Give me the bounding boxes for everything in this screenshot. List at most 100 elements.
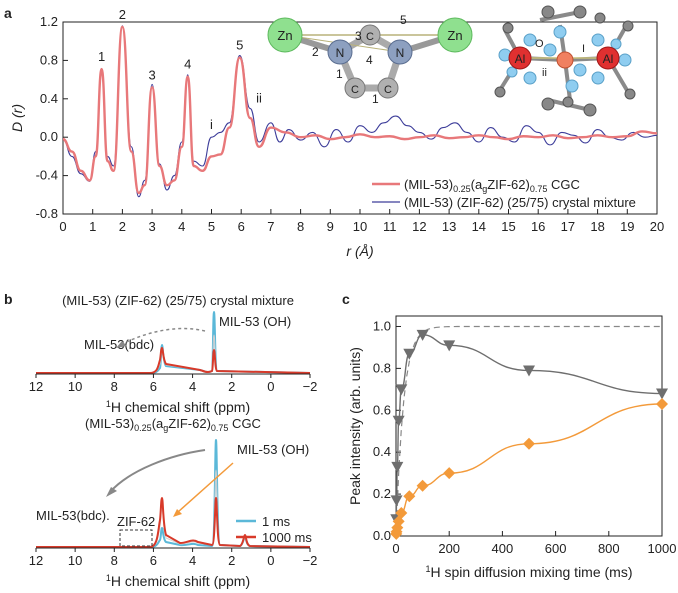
panel-c-xtick-label: 0	[392, 541, 399, 556]
panel-a-chart: 0 1 2 3 4 5 6 7 8 9 10 11 12 13 14 15 16 17 18 19 20-0.8-0.4…	[9, 5, 664, 259]
arrow-head-orange	[173, 509, 182, 517]
panel-b-xtick-label: 4	[189, 379, 196, 394]
inset-zn-imidazolate: Zn Zn N N C C C 1 1 2 3 4 5	[267, 13, 473, 106]
panel-c-label: c	[342, 291, 350, 307]
panel-a-label: a	[4, 5, 12, 21]
inset-dist-2: 2	[312, 45, 319, 59]
peak-label: i	[210, 117, 213, 132]
peak-label: 4	[184, 57, 191, 72]
triangle-point	[395, 384, 408, 396]
inset-c-label-1: C	[366, 31, 374, 43]
panel-b-top-spectrum	[36, 310, 311, 375]
inset-c-label-2: C	[351, 84, 359, 96]
diamond-point	[395, 506, 408, 519]
inset-n-label-1: N	[336, 46, 345, 60]
annot-zif62: ZIF-62	[117, 514, 155, 529]
legend-label-1ms: 1 ms	[262, 514, 291, 529]
panel-a-xtick-label: 15	[501, 219, 515, 234]
panel-a-xtick-label: 4	[178, 219, 185, 234]
series-line-cgc	[62, 25, 658, 195]
panel-c-frame	[395, 315, 663, 537]
panel-b-xtick-label: −2	[303, 553, 318, 568]
triangle-point	[391, 461, 404, 473]
panel-a-xtick-label: 20	[650, 219, 664, 234]
panel-b-xtick-label: 0	[267, 553, 274, 568]
legend-label-cgc: (MIL-53)0.25(agZIF-62)0.75 CGC	[404, 177, 580, 194]
panel-c-ytick-label: 0.4	[373, 444, 391, 459]
panel-a-ytick-label: -0.8	[36, 206, 58, 221]
panel-c-xtick-label: 200	[438, 541, 460, 556]
panel-b-xtick-label: 2	[228, 553, 235, 568]
panel-a-xtick-label: 19	[620, 219, 634, 234]
series-line-mixture	[62, 25, 658, 198]
inset-dist-3: 3	[355, 29, 362, 43]
panel-c-xtick-label: 800	[598, 541, 620, 556]
panel-b-label: b	[4, 291, 13, 307]
diamond-point	[656, 398, 668, 410]
panel-a-xlabel: r (Å)	[346, 243, 373, 259]
panel-a-xtick-label: 0	[59, 219, 66, 234]
panel-a-xtick-label: 14	[472, 219, 486, 234]
arrow-head-gray	[106, 487, 117, 497]
panel-a-xtick-label: 10	[353, 219, 367, 234]
panel-b-xtick-label: 12	[29, 553, 43, 568]
inset-dist-5: 5	[400, 13, 407, 27]
panel-a-xtick-label: 9	[327, 219, 334, 234]
inset-c-label-3: C	[384, 84, 392, 96]
peak-label: 1	[98, 49, 105, 64]
panel-b-chart: (MIL-53) (ZIF-62) (25/75) crystal mixtur…	[29, 293, 318, 589]
triangle-point	[392, 415, 405, 427]
panel-b-xtick-label: 10	[68, 553, 82, 568]
diamond-point	[443, 467, 456, 480]
triangle-point	[416, 329, 429, 341]
panel-c-ytick-label: 0.2	[373, 486, 391, 501]
inset-dist-1a: 1	[336, 67, 343, 81]
panel-a-xtick-label: 18	[590, 219, 604, 234]
fit-curve-orange	[395, 403, 663, 535]
inset-al-cluster: Al Al O I ii	[494, 5, 636, 117]
diamond-point	[523, 437, 535, 450]
panel-c-xtick-label: 1000	[648, 541, 677, 556]
dashed-fit-curve	[395, 325, 662, 537]
arrow-orange-bottom	[177, 462, 234, 513]
inset-dist-ii: ii	[542, 67, 547, 79]
annot-mil53-bdc-bottom: MIL-53(bdc).	[36, 508, 110, 523]
panel-b-top-title: (MIL-53) (ZIF-62) (25/75) crystal mixtur…	[62, 293, 294, 308]
inset-al-label-1: Al	[515, 52, 526, 66]
panel-a-ytick-label: 0.4	[40, 91, 58, 106]
panel-a-xtick-label: 6	[238, 219, 245, 234]
annot-mil53-oh-top: MIL-53 (OH)	[219, 314, 291, 329]
triangle-point	[443, 340, 456, 352]
inset-zn-label-1: Zn	[277, 28, 292, 43]
panel-c-xtick-label: 600	[545, 541, 567, 556]
panel-a-xtick-label: 5	[208, 219, 215, 234]
arrow-dashed-top	[119, 327, 206, 346]
panel-a-ylabel: D (r)	[9, 104, 25, 132]
peak-label: 3	[148, 67, 155, 82]
panel-c-xlabel: 1H spin diffusion mixing time (ms)	[425, 564, 632, 580]
legend-label-1000ms: 1000 ms	[262, 530, 312, 545]
panel-b-xtick-label: 10	[68, 379, 82, 394]
inset-o-label: O	[535, 38, 544, 50]
inset-al-label-2: Al	[603, 52, 614, 66]
diamond-point	[416, 479, 429, 492]
zif62-region-box	[119, 529, 153, 547]
annot-mil53-oh-bottom: MIL-53 (OH)	[237, 442, 309, 457]
panel-a-ytick-label: 1.2	[40, 14, 58, 29]
panel-b-xtick-label: 4	[189, 553, 196, 568]
inset-dist-I: I	[582, 43, 585, 55]
triangle-point	[403, 348, 416, 360]
panel-a-xtick-label: 17	[561, 219, 575, 234]
panel-a-xtick-label: 3	[148, 219, 155, 234]
arrow-head-top	[116, 341, 127, 348]
panel-a-xtick-label: 11	[383, 219, 397, 234]
panel-a-ytick-label: 0.0	[40, 129, 58, 144]
panel-b-top-xlabel: 1H chemical shift (ppm)	[106, 399, 250, 415]
panel-c-ytick-label: 0.8	[373, 360, 391, 375]
peak-label: 2	[119, 7, 126, 22]
panel-b-xtick-label: 2	[228, 379, 235, 394]
panel-a-ytick-label: -0.4	[36, 168, 58, 183]
panel-b-xtick-label: 6	[150, 379, 157, 394]
panel-c-xtick-label: 400	[492, 541, 514, 556]
